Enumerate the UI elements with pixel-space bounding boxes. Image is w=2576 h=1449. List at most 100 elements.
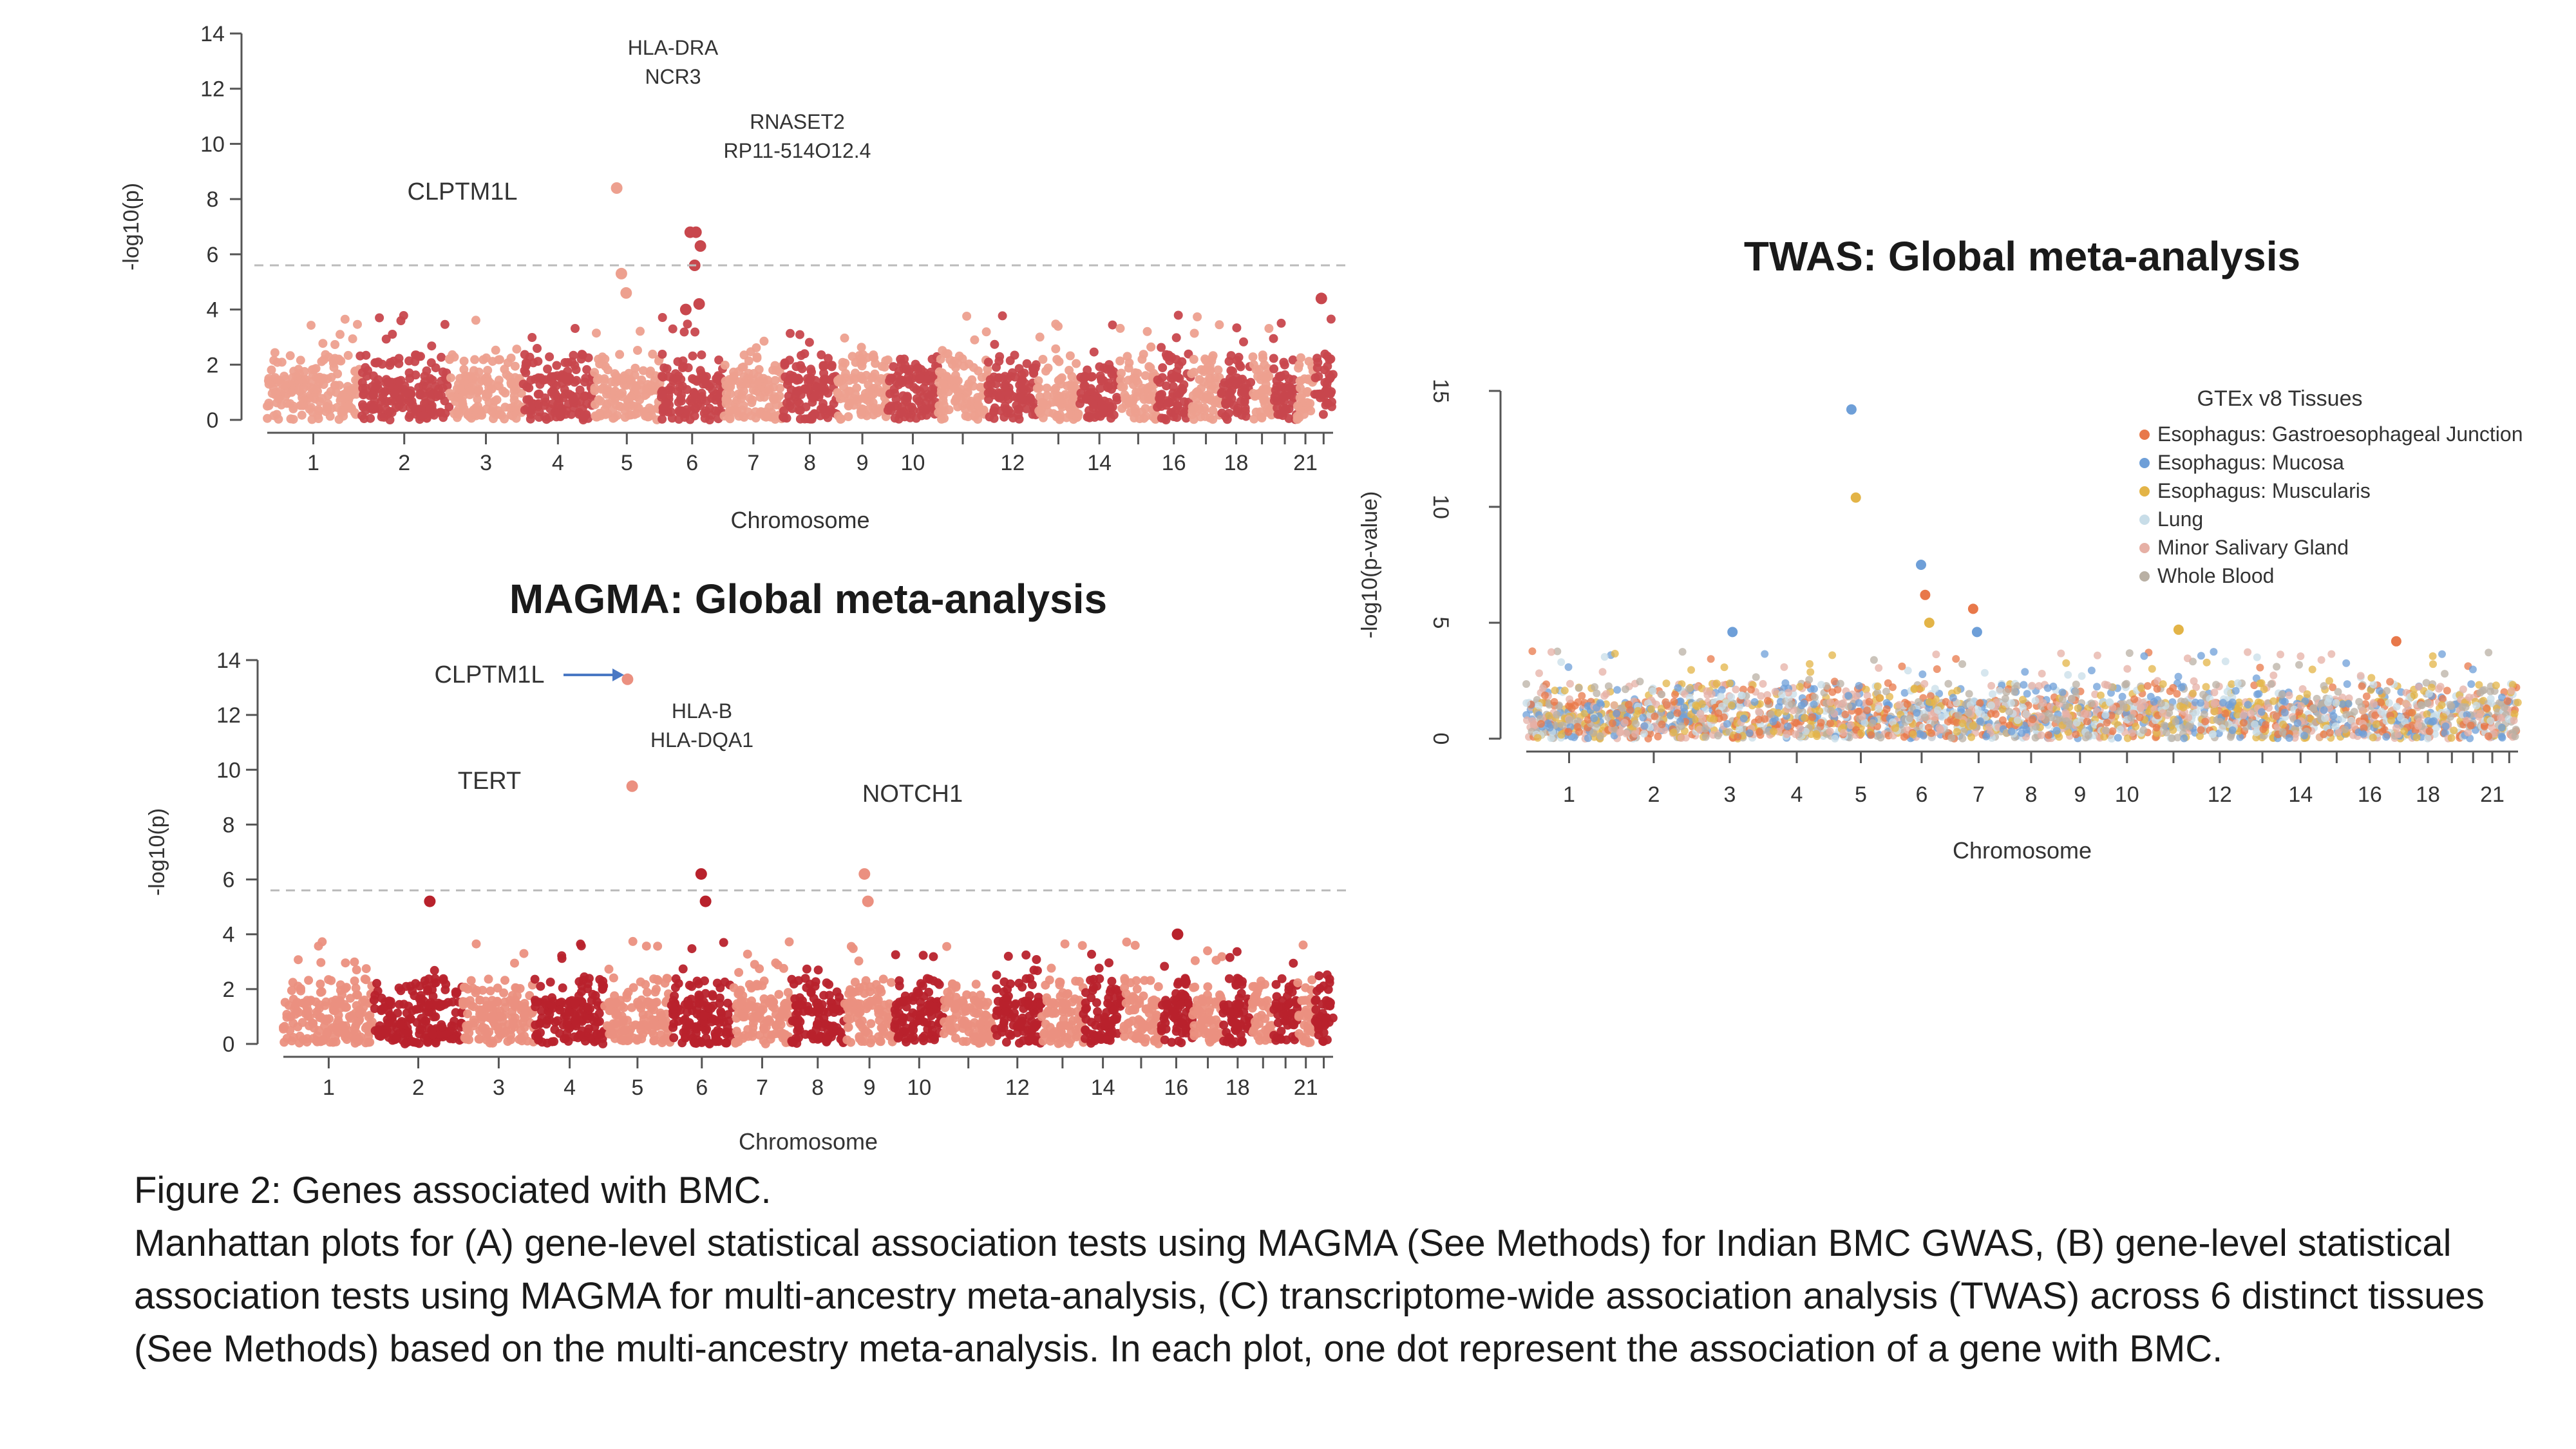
data-point [592, 412, 601, 422]
data-point [580, 1036, 590, 1046]
data-point [536, 981, 545, 991]
x-tick-label: 5 [631, 1075, 643, 1100]
data-point [658, 390, 667, 400]
data-point [316, 980, 325, 989]
data-point [533, 357, 543, 366]
data-point [1211, 956, 1221, 965]
data-point [868, 403, 878, 413]
data-point [316, 987, 325, 997]
data-point [817, 350, 826, 359]
data-point [795, 414, 805, 424]
data-point [276, 400, 286, 410]
data-point [357, 378, 367, 388]
data-point [850, 978, 860, 987]
data-point [545, 1009, 554, 1019]
data-point [506, 378, 516, 388]
data-point [1193, 387, 1202, 397]
data-point [1173, 401, 1182, 410]
data-point [824, 354, 833, 363]
data-point [941, 349, 951, 359]
highlight-point [626, 780, 638, 792]
magma-global-manhattan-plot: MAGMA: Global meta-analysis02468101214-l… [145, 576, 1346, 1155]
data-point [983, 388, 993, 398]
data-point [1649, 687, 1657, 696]
data-point [940, 413, 949, 423]
data-point [507, 990, 517, 1000]
data-point [822, 1034, 831, 1043]
data-point [1220, 378, 1229, 388]
data-point [1032, 383, 1042, 393]
data-point [1161, 350, 1171, 359]
y-tick-label: 0 [223, 1032, 235, 1057]
data-point [666, 383, 676, 392]
data-point [531, 1002, 540, 1012]
data-point [1025, 383, 1035, 393]
data-point [1127, 1031, 1137, 1041]
data-point [844, 400, 854, 410]
data-point [288, 373, 298, 383]
x-tick-label: 3 [493, 1075, 505, 1100]
data-point [321, 407, 331, 417]
data-point [841, 369, 850, 378]
y-tick-label: 6 [223, 868, 235, 893]
data-point [270, 348, 279, 357]
data-point [705, 415, 714, 424]
data-point [1674, 684, 1682, 692]
data-point [598, 985, 607, 994]
data-point [755, 964, 764, 974]
data-point [1276, 1034, 1286, 1044]
data-point [1007, 1012, 1016, 1022]
data-point [1004, 406, 1014, 415]
data-point [650, 376, 659, 386]
data-point [1190, 956, 1200, 965]
data-point [430, 381, 440, 391]
data-point [1522, 699, 1531, 707]
data-point [794, 976, 803, 985]
data-point [367, 382, 377, 392]
data-point [964, 1027, 974, 1037]
data-point [440, 999, 450, 1009]
data-point [1249, 414, 1259, 424]
data-point [895, 409, 904, 419]
data-point [331, 1037, 341, 1046]
data-point [940, 1003, 950, 1012]
data-point [533, 390, 543, 399]
data-point [1086, 976, 1095, 985]
data-point [699, 997, 708, 1007]
data-point [919, 1036, 929, 1046]
data-point [971, 996, 980, 1005]
data-point [269, 411, 279, 421]
data-point [1294, 1012, 1303, 1021]
data-point [1035, 392, 1045, 401]
data-point [594, 374, 603, 383]
data-point [685, 415, 695, 424]
data-point [1035, 332, 1045, 342]
data-point [658, 313, 667, 322]
data-point [905, 413, 915, 422]
data-point [1155, 377, 1164, 387]
data-point [1092, 998, 1101, 1007]
data-point [721, 1038, 730, 1048]
data-point [484, 1013, 493, 1023]
data-point [1660, 726, 1669, 734]
data-point [1027, 980, 1037, 989]
data-point [337, 1021, 347, 1030]
data-point [1095, 412, 1105, 421]
x-tick-label: 16 [2358, 782, 2382, 807]
data-point [1122, 352, 1132, 361]
data-point [843, 1023, 853, 1032]
data-point [875, 984, 885, 994]
data-point [297, 410, 307, 420]
data-point [1160, 1011, 1170, 1021]
data-point [1149, 368, 1159, 378]
data-point [1014, 1038, 1024, 1048]
data-point [1256, 981, 1265, 990]
data-point [1222, 1037, 1232, 1046]
data-point [1106, 413, 1116, 423]
data-point [1080, 372, 1090, 381]
data-point [1038, 413, 1048, 422]
data-point [1271, 980, 1281, 989]
data-point [1632, 720, 1640, 728]
x-tick-label: 2 [398, 451, 410, 475]
data-point [615, 401, 625, 411]
